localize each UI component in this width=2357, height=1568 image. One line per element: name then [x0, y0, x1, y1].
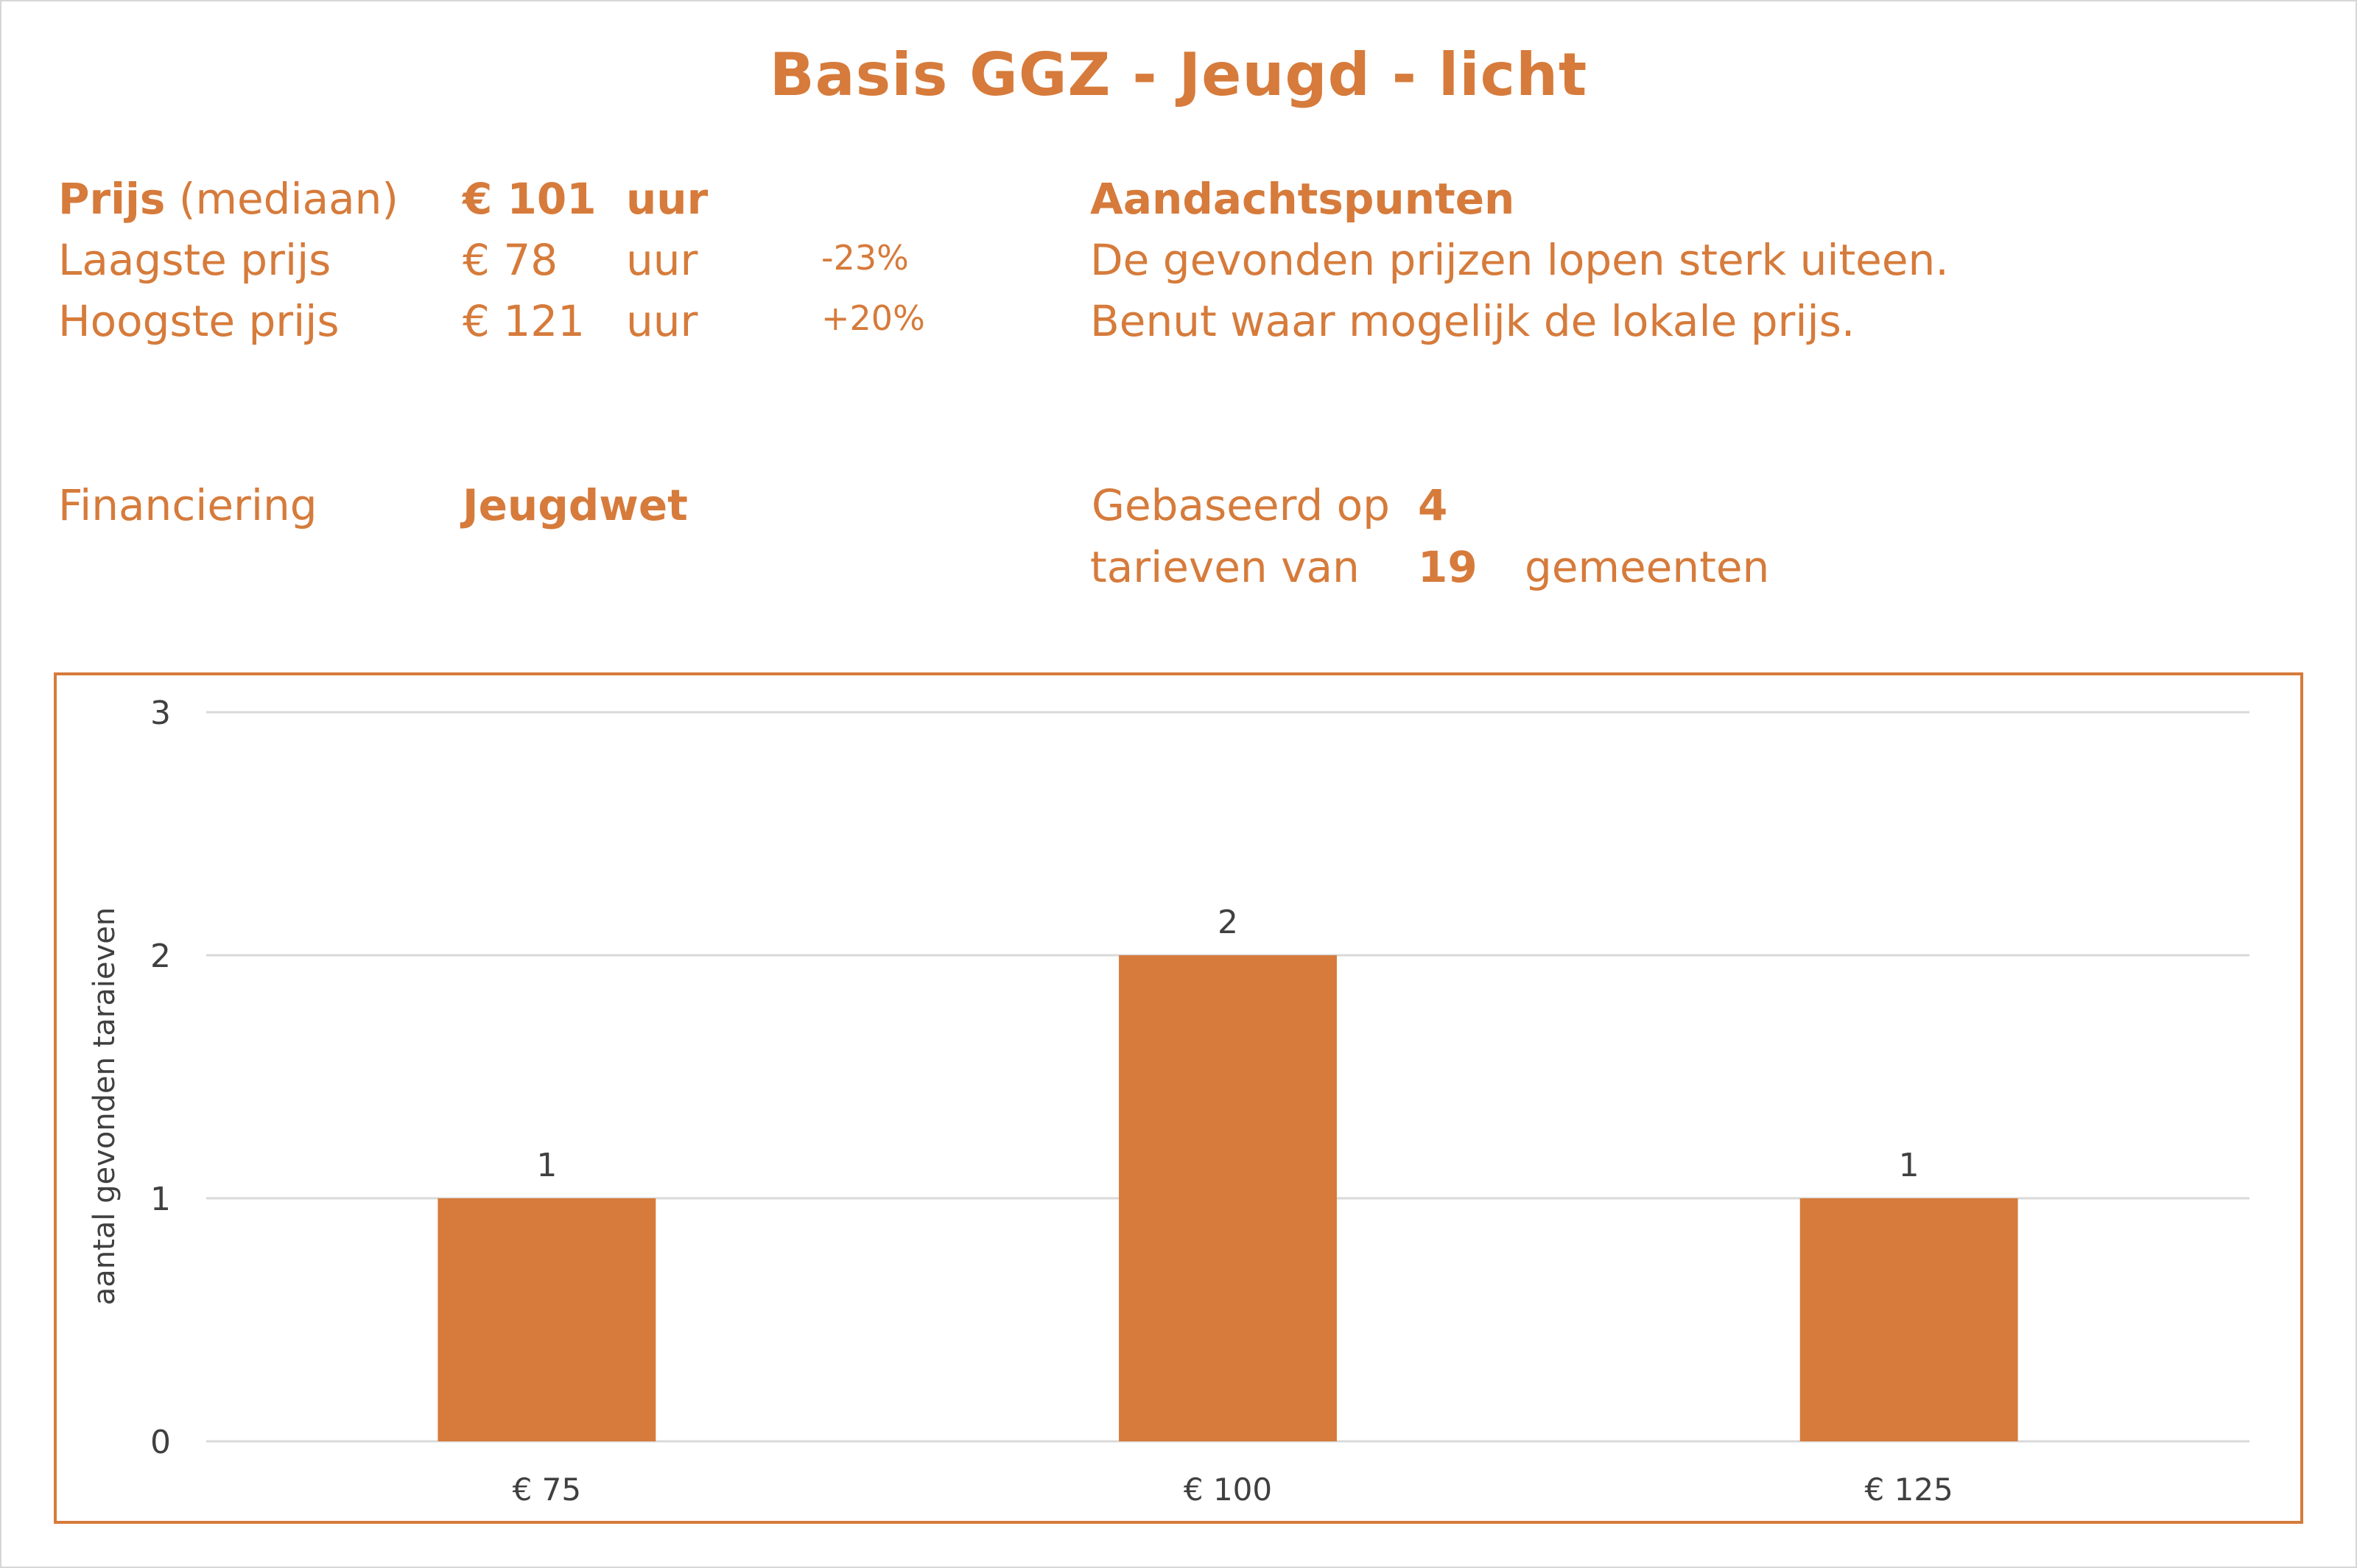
median-price-suffix: (mediaan) — [178, 174, 399, 224]
highest-price-value: € 121 — [463, 296, 586, 346]
bar-1 — [438, 1198, 656, 1441]
y-tick-label: 3 — [150, 695, 171, 732]
y-axis-title: aantal gevonden taraieven — [88, 907, 122, 1305]
basis-municipality-count: 19 — [1418, 542, 1478, 592]
notes-line-1: De gevonden prijzen lopen sterk uiteen. — [1090, 235, 1949, 285]
x-tick-label: € 75 — [513, 1472, 582, 1508]
bar-2 — [1119, 955, 1337, 1441]
financing-label: Financiering — [58, 480, 317, 530]
lowest-price-diff: -23% — [821, 238, 909, 278]
median-price-unit: uur — [626, 174, 709, 224]
lowest-price-value: € 78 — [463, 235, 558, 285]
y-tick-label: 1 — [150, 1181, 171, 1218]
chart-frame: 0 1 2 3 aantal gevonden taraieven 1 € 75 2 € 100… — [54, 672, 2303, 1524]
page-title: Basis GGZ - Jeugd - licht — [769, 41, 1588, 109]
x-tick-label: € 100 — [1184, 1472, 1272, 1508]
basis-line-2-text: tarieven van — [1090, 542, 1360, 592]
notes-heading: Aandachtspunten — [1090, 174, 1515, 224]
median-price-value: € 101 — [463, 174, 597, 224]
notes-line-2: Benut waar mogelijk de lokale prijs. — [1090, 296, 1855, 346]
basis-line-2-suffix: gemeenten — [1525, 542, 1770, 592]
lowest-price-label: Laagste prijs — [58, 235, 331, 285]
data-label: 2 — [1218, 904, 1238, 941]
bar-3 — [1799, 1198, 2018, 1441]
data-label: 1 — [1899, 1147, 1919, 1184]
basis-line-1-text: Gebaseerd op — [1092, 480, 1390, 530]
highest-price-diff: +20% — [821, 298, 925, 338]
financing-value: Jeugdwet — [463, 480, 688, 530]
data-label: 1 — [536, 1147, 557, 1184]
highest-price-label: Hoogste prijs — [58, 296, 340, 346]
basis-rates-count: 4 — [1418, 480, 1448, 530]
bar-chart: 0 1 2 3 aantal gevonden taraieven 1 € 75 2 € 100… — [88, 695, 2249, 1508]
lowest-price-unit: uur — [626, 235, 698, 285]
y-tick-label: 0 — [150, 1424, 171, 1461]
y-tick-label: 2 — [150, 938, 171, 975]
highest-price-unit: uur — [626, 296, 698, 346]
median-price-label: Prijs — [58, 174, 166, 224]
median-price-label-row: Prijs (mediaan) — [58, 174, 398, 224]
x-tick-label: € 125 — [1865, 1472, 1953, 1508]
